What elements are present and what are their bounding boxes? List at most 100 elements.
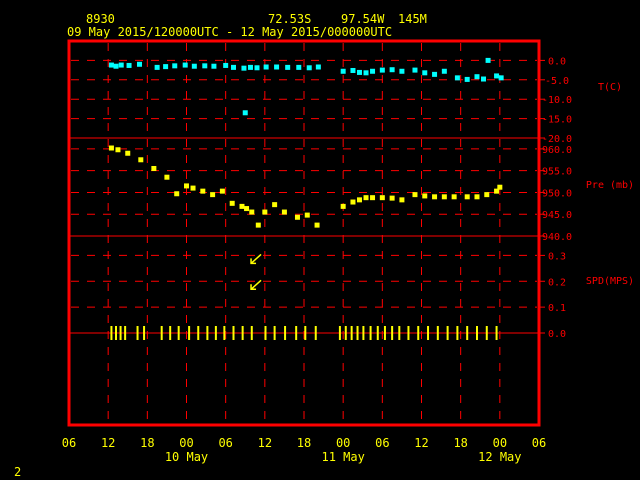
temperature-point xyxy=(118,62,124,68)
pressure-point xyxy=(239,203,245,209)
y-tick-label: 0.2 xyxy=(548,277,566,288)
pressure-point xyxy=(474,194,480,200)
temperature-point xyxy=(247,64,253,70)
pressure-point xyxy=(249,209,255,215)
y-tick-label: 945.0 xyxy=(542,210,572,221)
temperature-point xyxy=(315,64,321,70)
temperature-point xyxy=(481,76,487,82)
pressure-point xyxy=(379,195,385,201)
temperature-point xyxy=(485,57,491,63)
plot-frame xyxy=(67,39,541,427)
y-tick-label: -10.0 xyxy=(542,95,572,106)
x-tick-label: 00 xyxy=(336,436,350,450)
pressure-point xyxy=(441,194,447,200)
y-tick-label: -20.0 xyxy=(542,134,572,145)
temperature-point xyxy=(296,64,302,70)
y-tick-label: -15.0 xyxy=(542,115,572,126)
temperature-point xyxy=(422,70,428,76)
x-tick-label: 06 xyxy=(62,436,76,450)
pressure-point xyxy=(314,222,320,228)
y-tick-label: 0.0 xyxy=(548,329,566,340)
pressure-point xyxy=(200,188,206,194)
pressure-point xyxy=(108,145,114,151)
pressure-point xyxy=(174,191,180,197)
x-date-label: 10 May xyxy=(165,450,208,464)
x-tick-label: 18 xyxy=(140,436,154,450)
pressure-point xyxy=(412,192,418,198)
x-axis: 06 12 18 00 06 12 18 00 06 12 18 00 06 10 May 11 May 12… xyxy=(62,436,546,464)
temperature-point xyxy=(223,62,229,68)
page-number: 2 xyxy=(14,465,21,479)
temperature-point xyxy=(441,68,447,74)
pressure-point xyxy=(210,192,216,198)
pressure-point xyxy=(272,202,278,208)
pressure-point xyxy=(422,193,428,199)
station-elevation: 145M xyxy=(398,12,427,26)
pressure-point xyxy=(164,174,170,180)
y-tick-label: 0.0 xyxy=(548,56,566,67)
pressure-point xyxy=(497,184,503,190)
x-tick-label: 18 xyxy=(297,436,311,450)
temperature-point xyxy=(154,64,160,70)
temperature-point xyxy=(274,64,280,70)
temperature-point xyxy=(202,63,208,69)
temperature-point xyxy=(241,65,247,71)
time-range-label: 09 May 2015/120000UTC - 12 May 2015/0000… xyxy=(67,25,392,39)
temperature-point xyxy=(191,63,197,69)
data-series xyxy=(108,57,504,340)
y-tick-label: 940.0 xyxy=(542,232,572,243)
temperature-point xyxy=(285,64,291,70)
y-tick-label: 950.0 xyxy=(542,188,572,199)
y-tick-label: 0.1 xyxy=(548,303,566,314)
temperature-point xyxy=(399,68,405,74)
pressure-point xyxy=(255,222,261,228)
wind-arrow-head xyxy=(250,258,257,265)
pressure-point xyxy=(244,206,250,212)
temperature-point xyxy=(113,63,119,69)
x-tick-label: 12 xyxy=(258,436,272,450)
temperature-point xyxy=(242,110,248,116)
pressure-point xyxy=(356,197,362,203)
pressure-point xyxy=(219,188,225,194)
x-tick-label: 06 xyxy=(218,436,232,450)
temperature-point xyxy=(363,70,369,76)
pressure-point xyxy=(484,192,490,198)
temperature-point xyxy=(126,62,132,68)
temperature-point xyxy=(498,75,504,81)
x-tick-label: 06 xyxy=(532,436,546,450)
temperature-point xyxy=(350,67,356,73)
temperature-point xyxy=(211,63,217,69)
temperature-point xyxy=(137,61,142,67)
pressure-point xyxy=(115,147,121,153)
pressure-point xyxy=(432,194,438,200)
station-id: 8930 xyxy=(86,12,115,26)
pressure-point xyxy=(151,165,157,171)
y-axis-label: T(C) xyxy=(598,82,622,93)
pressure-point xyxy=(340,203,346,209)
pressure-point xyxy=(370,195,376,201)
pressure-point xyxy=(363,195,369,201)
wind-arrow-shaft xyxy=(250,253,262,264)
station-latitude: 72.53S xyxy=(268,12,311,26)
x-tick-label: 12 xyxy=(414,436,428,450)
x-date-label: 11 May xyxy=(321,450,364,464)
temperature-point xyxy=(370,68,376,74)
temperature-point xyxy=(254,65,260,71)
y-tick-label: 0.3 xyxy=(548,251,566,262)
temperature-point xyxy=(231,64,236,70)
pressure-point xyxy=(494,188,500,194)
pressure-point xyxy=(229,200,235,206)
y-tick-label: -5.0 xyxy=(545,76,569,87)
pressure-point xyxy=(350,199,356,205)
temperature-point xyxy=(389,67,395,73)
pressure-point xyxy=(451,194,457,200)
temperature-point xyxy=(263,64,269,70)
pressure-point xyxy=(464,194,470,200)
y-tick-label: 960.0 xyxy=(542,145,572,156)
temperature-point xyxy=(163,64,169,70)
y-axis-label: SPD(MPS) xyxy=(586,276,634,287)
temperature-point xyxy=(474,74,480,80)
temperature-point xyxy=(306,65,312,71)
pressure-point xyxy=(184,183,189,189)
